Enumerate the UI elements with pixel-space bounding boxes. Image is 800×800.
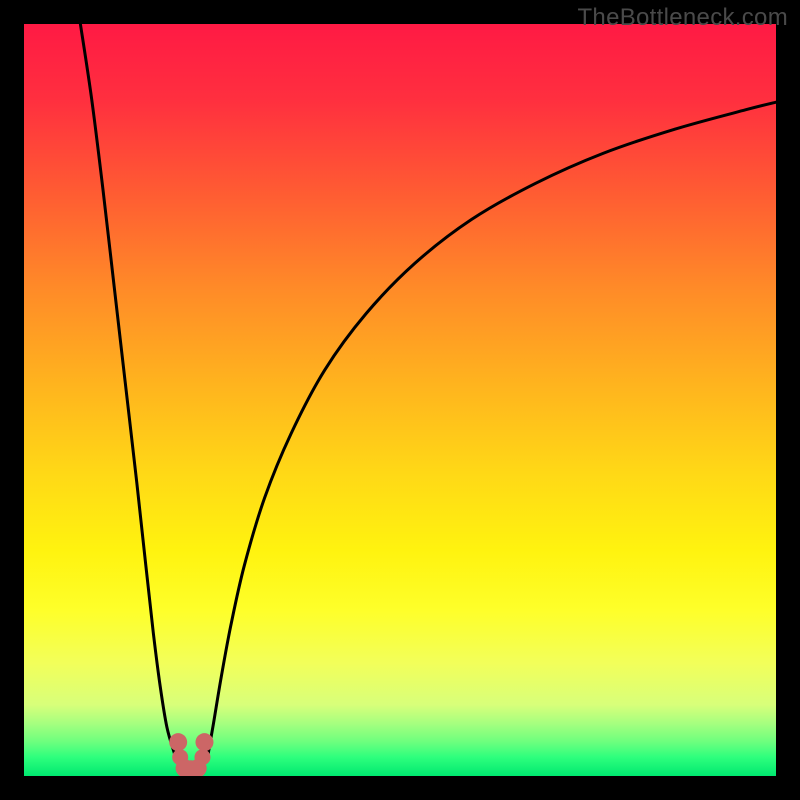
minimum-marker	[169, 733, 213, 776]
chart-container: TheBottleneck.com	[0, 0, 800, 800]
right-curve	[208, 102, 776, 753]
plot-area	[24, 24, 776, 776]
left-curve	[80, 24, 174, 753]
watermark-text: TheBottleneck.com	[577, 4, 788, 32]
curves-layer	[24, 24, 776, 776]
